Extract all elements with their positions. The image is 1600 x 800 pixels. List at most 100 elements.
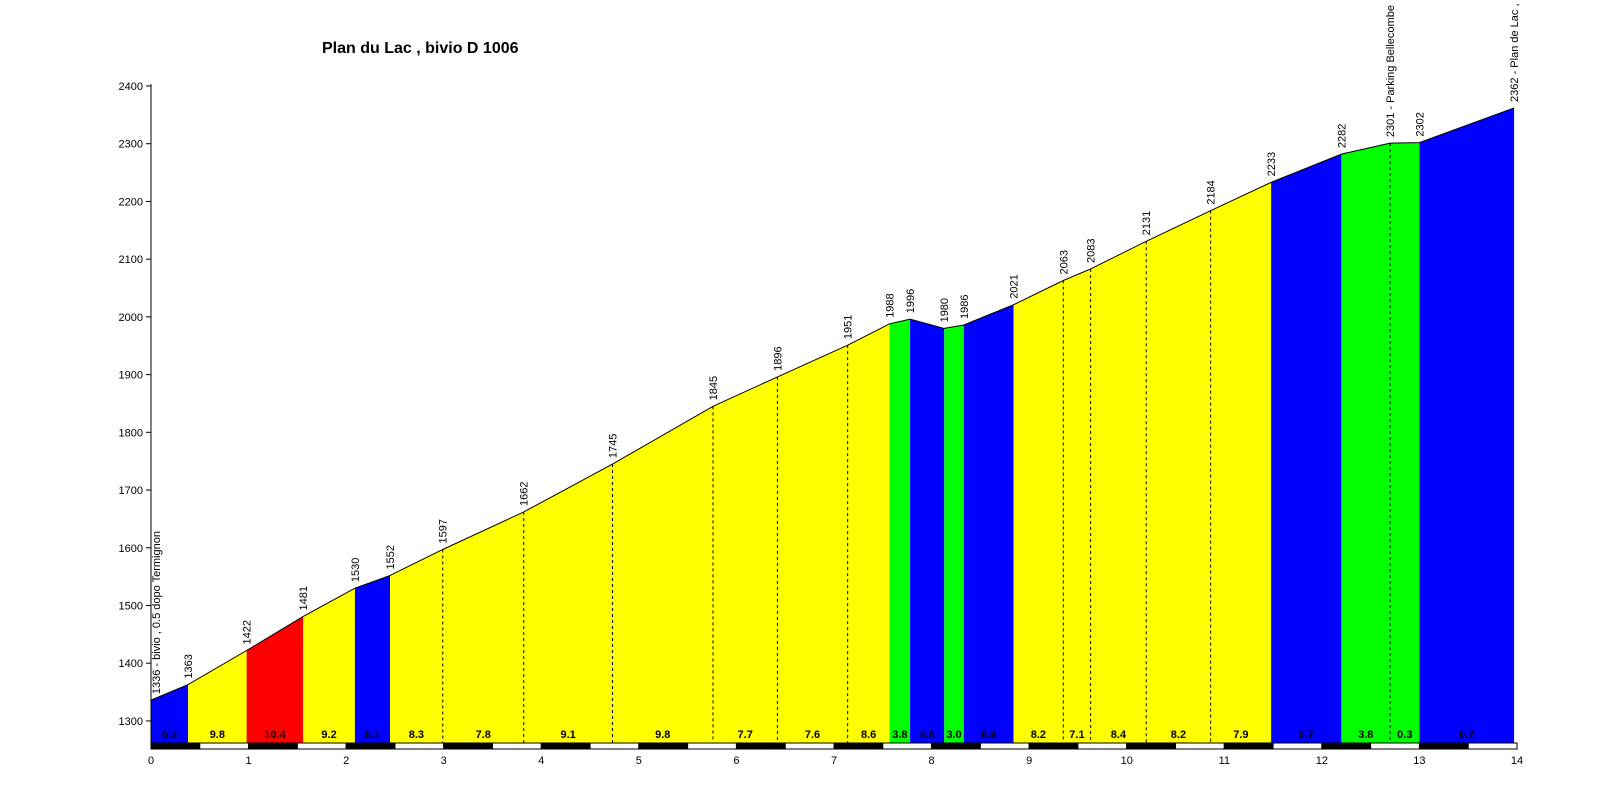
grade-segment xyxy=(390,549,443,743)
x-tick-label: 10 xyxy=(1121,755,1133,767)
elevation-label: 1986 xyxy=(959,294,971,318)
distance-bar-segment xyxy=(1272,742,1323,750)
elevation-label: 2362 - Plan de Lac , xyxy=(1509,3,1521,101)
grade-segment xyxy=(1341,143,1391,744)
y-tick-label: 2400 xyxy=(119,81,143,93)
elevation-label: 1363 xyxy=(183,654,195,678)
grade-segment xyxy=(910,319,945,743)
distance-bar-segment xyxy=(443,742,494,750)
distance-bar-segment xyxy=(979,742,1030,750)
x-tick-label: 8 xyxy=(929,755,935,767)
x-tick-label: 14 xyxy=(1511,755,1523,767)
y-tick-label: 1700 xyxy=(119,485,143,497)
grade-label: 7.7 xyxy=(738,729,753,741)
y-tick-label: 2200 xyxy=(119,196,143,208)
distance-bar-segment xyxy=(687,742,737,750)
grade-label: 8.2 xyxy=(1171,729,1186,741)
elevation-label: 1422 xyxy=(242,620,254,644)
y-tick-label: 1300 xyxy=(119,716,143,728)
x-tick-label: 1 xyxy=(246,755,252,767)
elevation-label: 1988 xyxy=(885,293,897,317)
grade-label: 3.8 xyxy=(892,729,907,741)
grade-label: 9.8 xyxy=(210,729,225,741)
elevation-label: 1336 - bivio , 0.5 dopo Termignon xyxy=(151,531,163,694)
grade-segment xyxy=(1013,280,1064,743)
y-tick-label: 1900 xyxy=(119,370,143,382)
distance-bar-segment xyxy=(589,742,640,750)
grade-segment xyxy=(847,323,890,743)
elevation-label: 1597 xyxy=(438,519,450,543)
elevation-label: 1980 xyxy=(939,298,951,322)
grade-segment xyxy=(1271,154,1342,743)
distance-bar-segment xyxy=(735,742,786,750)
y-tick-label: 1600 xyxy=(119,543,143,555)
grade-segment xyxy=(1146,210,1211,743)
grade-label: 7.8 xyxy=(476,729,491,741)
elevation-label: 1552 xyxy=(385,545,397,569)
grade-label: 7.9 xyxy=(1233,729,1248,741)
elevation-label: 2301 - Parking Bellecombe xyxy=(1385,5,1397,137)
grade-segment xyxy=(1210,182,1272,743)
grade-segment xyxy=(442,511,524,743)
y-tick-label: 2300 xyxy=(119,139,143,151)
grade-label: 6.3 xyxy=(162,729,177,741)
x-tick-label: 7 xyxy=(831,755,837,767)
elevation-label: 1481 xyxy=(298,586,310,610)
distance-bar-segment xyxy=(1370,742,1420,750)
x-tick-label: 12 xyxy=(1316,755,1328,767)
distance-bar-segment xyxy=(833,742,884,750)
elevation-label: 2233 xyxy=(1266,152,1278,176)
distance-bar-segment xyxy=(784,742,835,750)
grade-segment xyxy=(713,376,778,743)
grade-segment xyxy=(889,319,911,743)
y-tick-label: 1800 xyxy=(119,427,143,439)
profile-line xyxy=(150,107,1515,701)
grade-segment xyxy=(303,588,355,743)
grade-label: 6.7 xyxy=(1299,729,1314,741)
distance-bar-segment xyxy=(492,742,542,750)
distance-bar-segment xyxy=(1028,742,1079,750)
x-tick-label: 3 xyxy=(441,755,447,767)
y-tick-label: 2000 xyxy=(119,312,143,324)
grade-label: 9.8 xyxy=(655,729,670,741)
x-tick-label: 2 xyxy=(343,755,349,767)
elevation-label: 1745 xyxy=(608,434,620,458)
grade-label: 8.6 xyxy=(861,729,876,741)
distance-bar-segment xyxy=(1175,742,1225,750)
grade-segment xyxy=(777,345,848,743)
grade-label: 7.1 xyxy=(1069,729,1084,741)
elevation-label: 1530 xyxy=(350,558,362,582)
grade-label: 8.3 xyxy=(409,729,424,741)
grade-segment xyxy=(354,575,391,743)
distance-bar-segment xyxy=(296,742,347,750)
distance-bar-segment xyxy=(1321,742,1372,750)
distance-bar-segment xyxy=(882,742,933,750)
y-tick-label: 1500 xyxy=(119,600,143,612)
y-tick-label: 2100 xyxy=(119,254,143,266)
elevation-label: 1845 xyxy=(708,376,720,400)
elevation-label: 2131 xyxy=(1141,211,1153,235)
grade-label: 3.8 xyxy=(1358,729,1373,741)
grade-label: 9.2 xyxy=(321,729,336,741)
grade-segment xyxy=(188,650,247,743)
x-tick-label: 11 xyxy=(1219,755,1230,767)
grade-segment xyxy=(944,324,964,743)
grade-segment xyxy=(1090,241,1147,744)
grade-segment xyxy=(1390,142,1420,743)
grade-segment xyxy=(246,616,304,743)
x-tick-label: 4 xyxy=(538,755,544,767)
x-tick-label: 13 xyxy=(1413,755,1425,767)
x-tick-label: 6 xyxy=(733,755,739,767)
grade-label: 10.4 xyxy=(264,729,286,741)
elevation-label: 1896 xyxy=(772,346,784,370)
elevation-label: 2282 xyxy=(1336,124,1348,148)
distance-bar-segment xyxy=(540,742,591,750)
distance-bar-segment xyxy=(1223,742,1274,750)
grade-label: 7.6 xyxy=(805,729,820,741)
distance-bar-segment xyxy=(394,742,445,750)
elevation-label: 1996 xyxy=(905,289,917,313)
distance-bar-segment xyxy=(1418,742,1469,750)
y-tick-label: 1400 xyxy=(119,658,143,670)
grade-label: 3.0 xyxy=(946,729,961,741)
